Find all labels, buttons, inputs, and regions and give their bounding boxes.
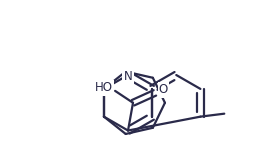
- Text: HO: HO: [95, 81, 113, 94]
- Text: O: O: [159, 83, 168, 96]
- Text: N: N: [124, 70, 132, 83]
